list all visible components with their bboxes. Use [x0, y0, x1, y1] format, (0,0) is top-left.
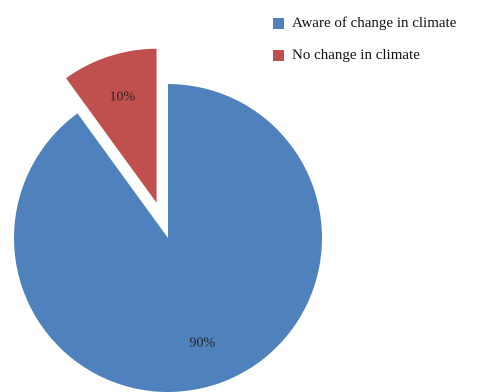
legend-item-aware: Aware of change in climate	[273, 12, 456, 34]
pie-slice-label-0: 90%	[189, 336, 215, 351]
chart-legend: Aware of change in climate No change in …	[273, 12, 456, 76]
legend-label-no-change: No change in climate	[292, 46, 420, 63]
pie-slice-label-1: 10%	[109, 90, 135, 105]
legend-swatch-aware	[273, 17, 284, 29]
legend-swatch-no-change	[273, 49, 284, 61]
pie-slice-labels: 90% 10%	[109, 90, 215, 351]
legend-label-aware: Aware of change in climate	[292, 14, 457, 31]
pie-slices	[13, 48, 322, 392]
pie-slice-1	[66, 48, 157, 203]
legend-item-no-change: No change in climate	[273, 44, 456, 66]
pie-slice-0	[13, 84, 322, 392]
